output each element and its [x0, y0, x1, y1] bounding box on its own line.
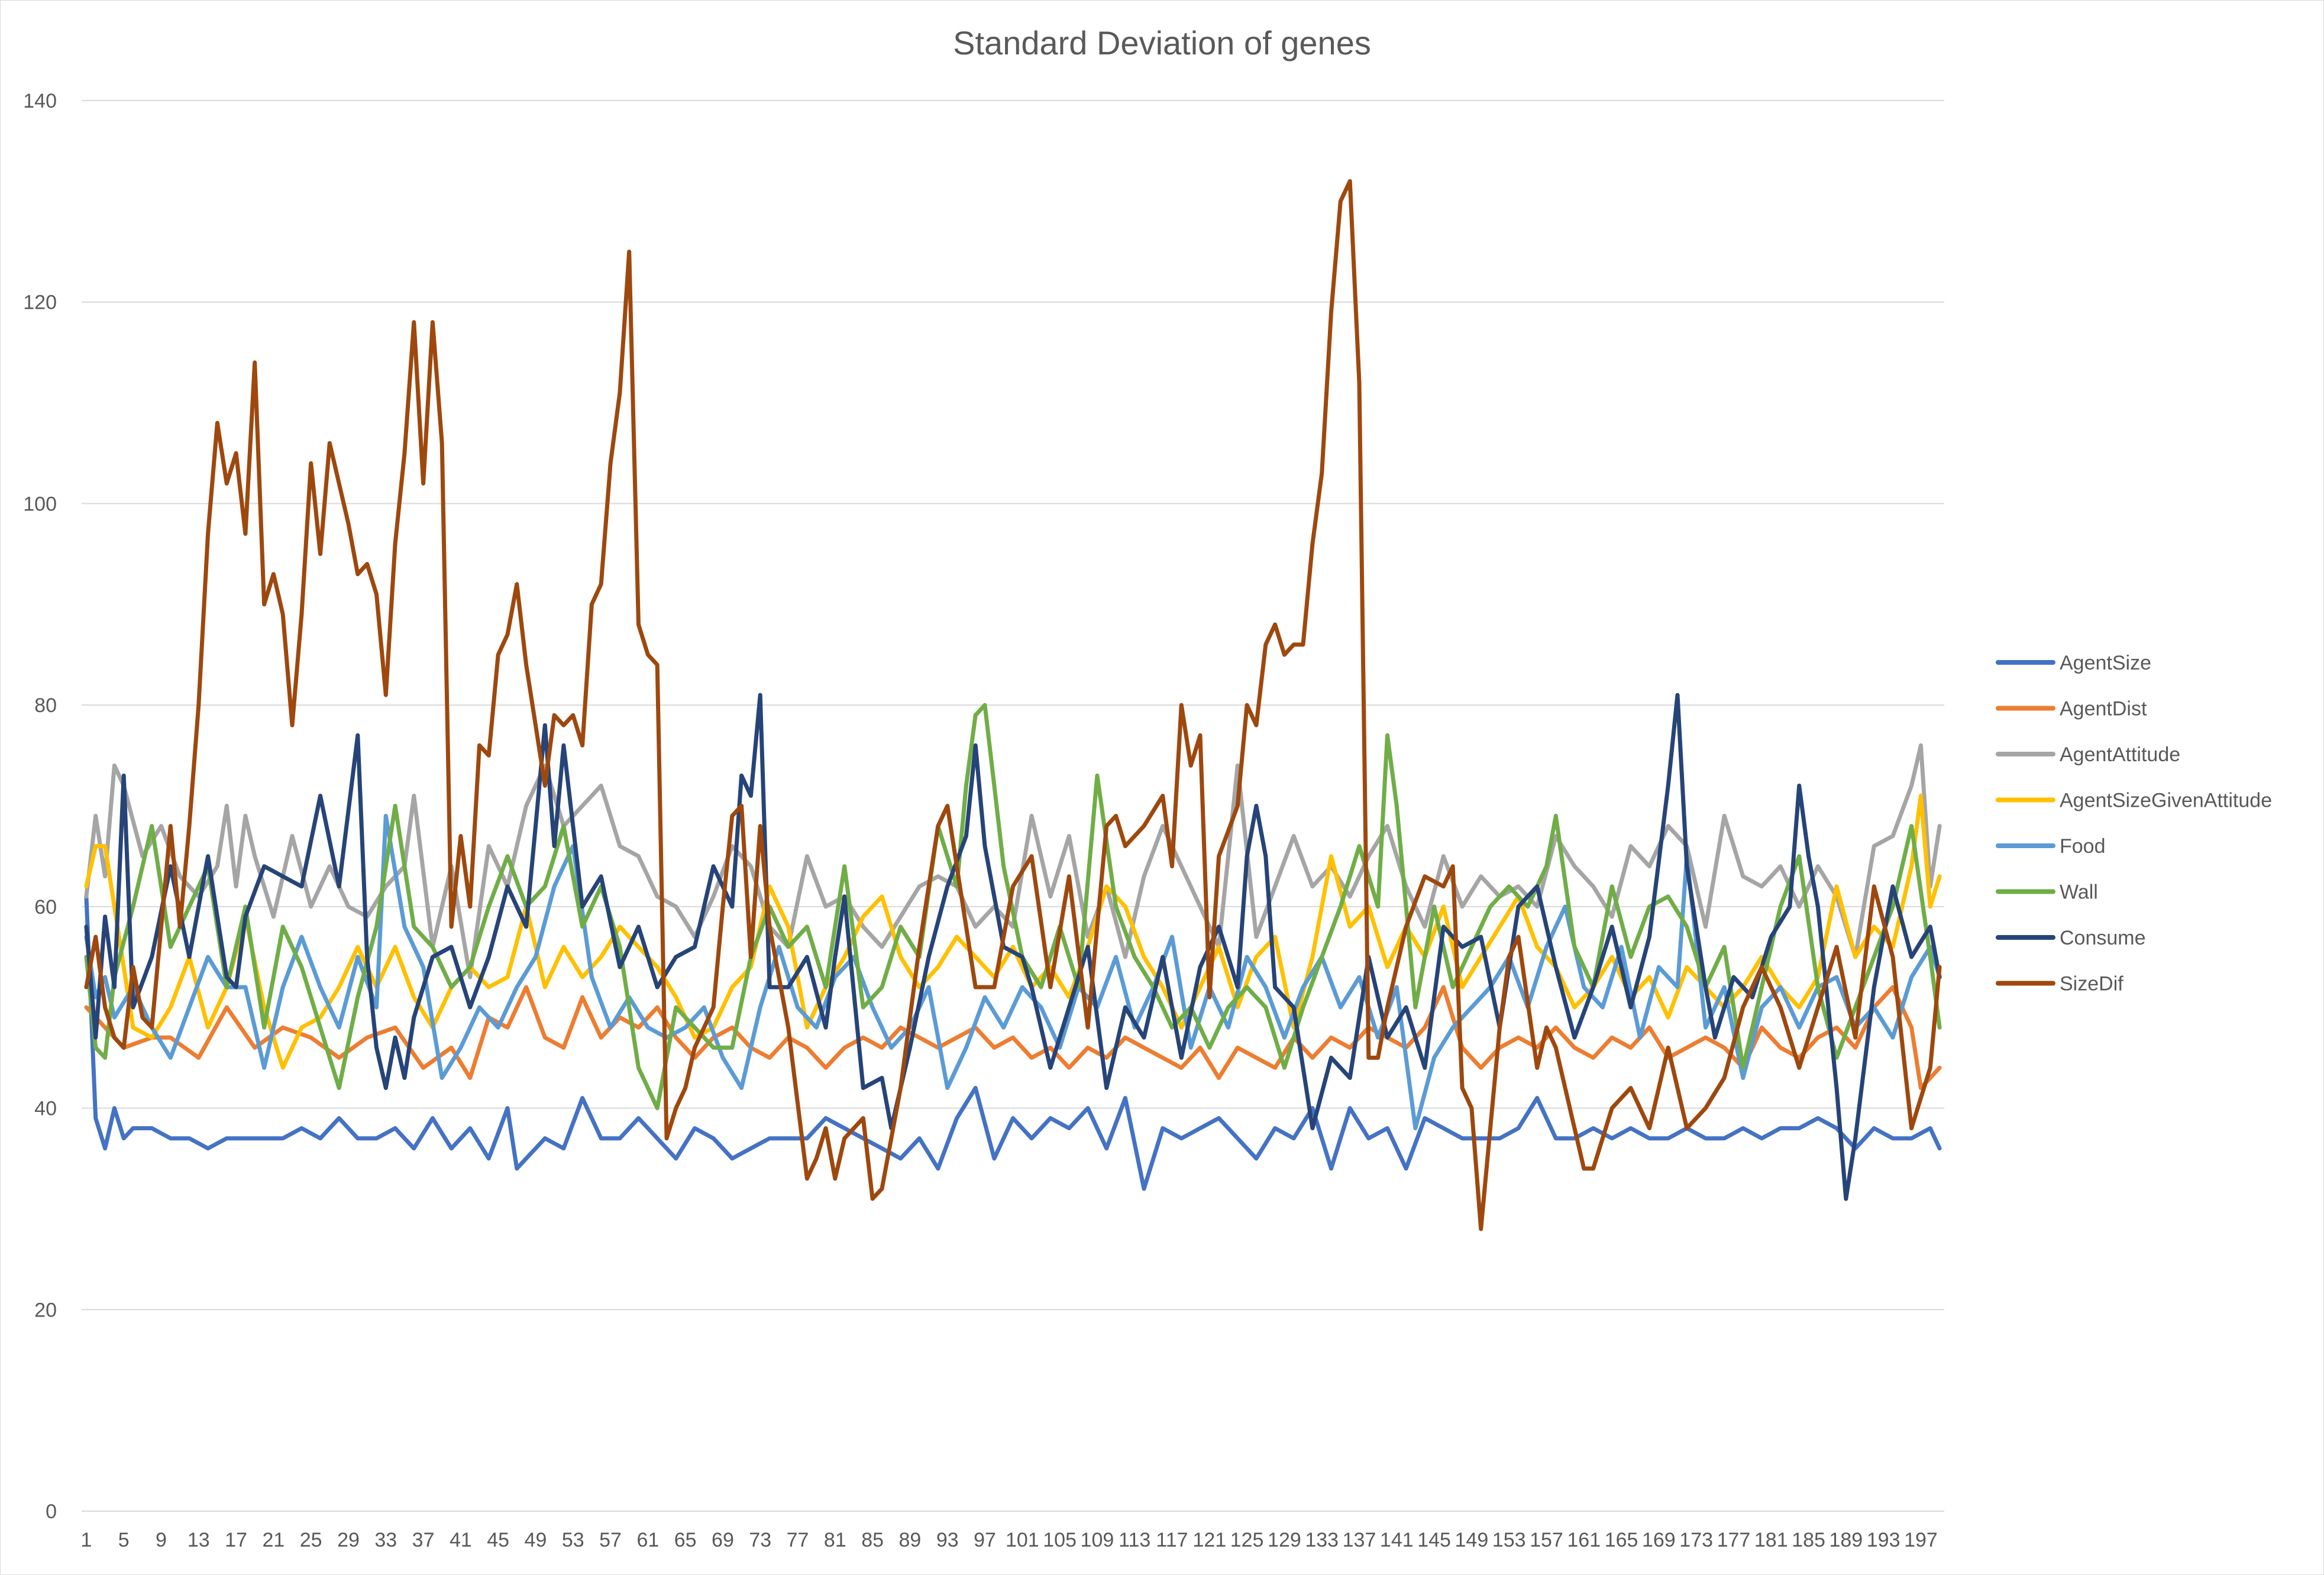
- x-tick-label: 53: [562, 1529, 584, 1551]
- legend-label-consume: Consume: [2060, 927, 2146, 949]
- legend-label-agentattitude: AgentAttitude: [2060, 743, 2180, 766]
- x-tick-label: 169: [1642, 1529, 1676, 1551]
- x-tick-label: 45: [487, 1529, 509, 1551]
- x-tick-label: 189: [1829, 1529, 1863, 1551]
- x-tick-label: 125: [1230, 1529, 1264, 1551]
- x-tick-label: 93: [936, 1529, 959, 1551]
- x-tick-label: 37: [412, 1529, 435, 1551]
- legend-label-agentdist: AgentDist: [2060, 698, 2147, 720]
- x-tick-label: 109: [1081, 1529, 1114, 1551]
- series-line-consume: [84, 693, 1942, 1201]
- x-tick-label: 73: [749, 1529, 771, 1551]
- x-tick-label: 137: [1343, 1529, 1376, 1551]
- x-tick-label: 101: [1006, 1529, 1039, 1551]
- y-tick-label: 0: [46, 1500, 57, 1523]
- x-tick-label: 77: [787, 1529, 809, 1551]
- x-tick-label: 5: [118, 1529, 130, 1551]
- x-tick-label: 41: [450, 1529, 472, 1551]
- y-tick-label: 80: [34, 694, 57, 717]
- series-line-food: [84, 814, 1942, 1131]
- y-tick-label: 20: [34, 1299, 57, 1321]
- series-line-agentsize: [84, 894, 1942, 1191]
- legend-label-sizedif: SizeDif: [2060, 973, 2123, 995]
- series-line-sizedif: [84, 179, 1942, 1231]
- x-tick-label: 153: [1492, 1529, 1526, 1551]
- x-tick-label: 193: [1867, 1529, 1900, 1551]
- x-tick-label: 141: [1380, 1529, 1414, 1551]
- x-tick-label: 65: [674, 1529, 697, 1551]
- series-lines: [84, 179, 1942, 1231]
- x-tick-label: 89: [899, 1529, 922, 1551]
- y-tick-label: 140: [23, 90, 57, 112]
- x-tick-label: 173: [1679, 1529, 1713, 1551]
- x-tick-label: 117: [1156, 1529, 1188, 1551]
- x-tick-label: 133: [1305, 1529, 1339, 1551]
- legend-label-wall: Wall: [2060, 881, 2098, 904]
- legend-label-agentsizegivenattitude: AgentSizeGivenAttitude: [2060, 790, 2272, 812]
- x-tick-label: 85: [861, 1529, 884, 1551]
- x-tick-label: 113: [1119, 1529, 1150, 1551]
- x-tick-label: 149: [1455, 1529, 1489, 1551]
- x-tick-label: 145: [1417, 1529, 1451, 1551]
- legend: AgentSize AgentDist AgentAttitude AgentSize…: [1996, 652, 2272, 995]
- x-tick-label: 61: [636, 1529, 659, 1551]
- chart-title: Standard Deviation of genes: [953, 24, 1371, 62]
- x-tick-label: 177: [1717, 1529, 1751, 1551]
- x-tick-label: 33: [374, 1529, 397, 1551]
- x-tick-label: 181: [1754, 1529, 1788, 1551]
- x-tick-label: 81: [824, 1529, 846, 1551]
- x-tick-label: 49: [525, 1529, 547, 1551]
- x-tick-label: 1: [80, 1529, 92, 1551]
- x-tick-label: 129: [1268, 1529, 1301, 1551]
- y-tick-label: 120: [23, 292, 57, 314]
- x-tick-label: 105: [1043, 1529, 1077, 1551]
- x-tick-label: 185: [1792, 1529, 1825, 1551]
- x-tick-label: 13: [188, 1529, 210, 1551]
- x-tick-label: 197: [1904, 1529, 1938, 1551]
- gridlines: [82, 100, 1944, 1512]
- y-tick-label: 100: [23, 493, 57, 515]
- series-line-wall: [84, 703, 1942, 1111]
- x-tick-label: 29: [337, 1529, 360, 1551]
- x-tick-label: 25: [300, 1529, 322, 1551]
- legend-label-food: Food: [2060, 835, 2106, 858]
- y-axis: 0 20 40 60 80 100 120 140: [23, 90, 57, 1523]
- x-tick-label: 161: [1567, 1529, 1601, 1551]
- x-tick-label: 121: [1192, 1529, 1226, 1551]
- x-tick-label: 97: [974, 1529, 996, 1551]
- x-tick-label: 21: [262, 1529, 285, 1551]
- series-line-agentdist: [84, 985, 1942, 1090]
- y-tick-label: 60: [34, 896, 57, 919]
- x-tick-label: 69: [712, 1529, 734, 1551]
- y-tick-label: 40: [34, 1098, 57, 1120]
- x-tick-label: 17: [225, 1529, 247, 1551]
- x-tick-label: 165: [1605, 1529, 1638, 1551]
- legend-label-agentsize: AgentSize: [2060, 652, 2151, 674]
- x-axis: 1 5 9 13 17 21 25 29 33 37 41 45 49 53 57 61 65 69 73 77 81 8…: [80, 1529, 1937, 1551]
- x-tick-label: 9: [156, 1529, 167, 1551]
- x-tick-label: 157: [1530, 1529, 1563, 1551]
- x-tick-label: 57: [599, 1529, 622, 1551]
